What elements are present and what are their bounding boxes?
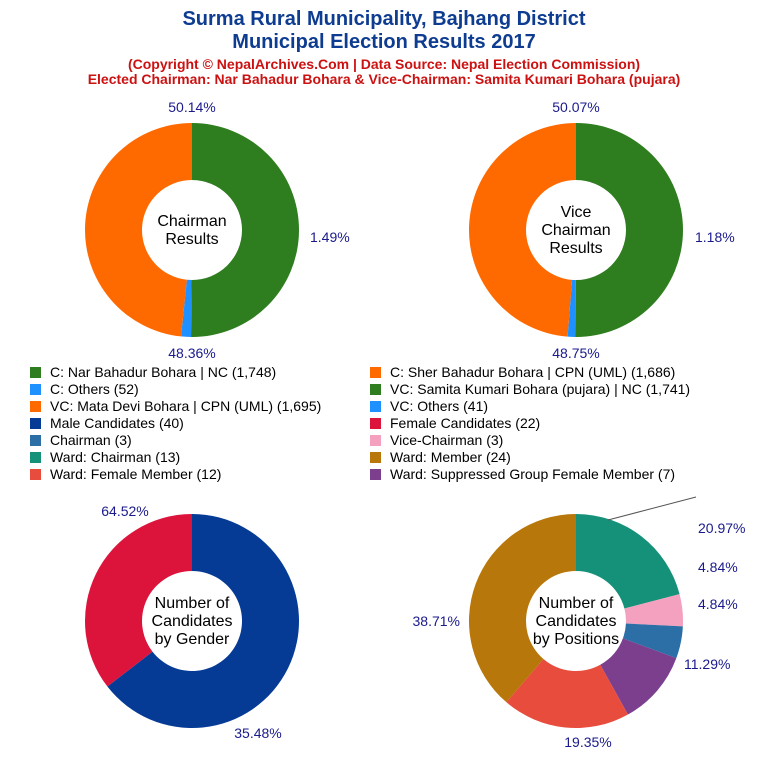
legend-swatch bbox=[370, 384, 381, 395]
slice-percent-label: 4.84% bbox=[698, 559, 738, 575]
pie-slice bbox=[622, 623, 683, 659]
legend-swatch bbox=[370, 401, 381, 412]
donut-center-label: Candidates bbox=[152, 613, 233, 630]
pie-slice bbox=[191, 123, 300, 337]
legend-swatch bbox=[370, 418, 381, 429]
legend-swatch bbox=[30, 384, 41, 395]
slice-percent-label: 50.14% bbox=[168, 99, 215, 115]
legend-swatch bbox=[30, 367, 41, 378]
legend-label: Ward: Member (24) bbox=[390, 449, 511, 465]
pie-slice bbox=[624, 594, 683, 627]
legend-swatch bbox=[370, 452, 381, 463]
copyright-source-line: (Copyright © NepalArchives.Com | Data So… bbox=[127, 56, 641, 72]
pie-slice bbox=[469, 514, 576, 703]
legend-right: C: Sher Bahadur Bohara | CPN (UML) (1,68… bbox=[370, 364, 760, 489]
slice-percent-label: 48.36% bbox=[168, 345, 215, 361]
slice-percent-label: 20.97% bbox=[698, 520, 745, 536]
pie-slice bbox=[567, 279, 576, 337]
pie-slice bbox=[107, 514, 299, 728]
slice-percent-label: 11.29% bbox=[684, 656, 730, 672]
legend-label: Vice-Chairman (3) bbox=[390, 432, 504, 448]
legend-label: Female Candidates (22) bbox=[390, 415, 541, 431]
pie-slice bbox=[576, 514, 680, 609]
legend-swatch bbox=[30, 469, 41, 480]
legend-swatch bbox=[30, 435, 41, 446]
donut-center-label: Number of bbox=[155, 595, 230, 612]
donut-center-label: Chairman bbox=[541, 222, 610, 239]
slice-percent-label: 19.35% bbox=[564, 734, 611, 750]
legend-label: C: Others (52) bbox=[50, 381, 139, 397]
label-leader-line bbox=[607, 496, 697, 521]
pie-slice bbox=[84, 123, 192, 337]
legend-label: Chairman (3) bbox=[50, 432, 132, 448]
donut-center-label: Chairman bbox=[157, 213, 226, 230]
slice-percent-label: 4.84% bbox=[698, 596, 738, 612]
chart-subtitle-year: Municipal Election Results 2017 bbox=[232, 31, 536, 53]
legend-label: C: Nar Bahadur Bohara | NC (1,748) bbox=[50, 364, 277, 380]
donut-center-label: Number of bbox=[539, 595, 614, 612]
slice-percent-label: 50.07% bbox=[552, 99, 599, 115]
pie-slice bbox=[600, 638, 677, 715]
legend-swatch bbox=[370, 435, 381, 446]
donut-center-label: by Positions bbox=[533, 631, 619, 648]
slice-percent-label: 64.52% bbox=[101, 503, 148, 519]
pie-slice bbox=[575, 123, 684, 337]
slice-percent-label: 1.49% bbox=[310, 229, 350, 245]
donut-center-label: Vice bbox=[561, 204, 592, 221]
pie-slice bbox=[469, 123, 576, 337]
legend-swatch bbox=[30, 401, 41, 412]
chart-title: Surma Rural Municipality, Bajhang Distri… bbox=[182, 8, 586, 30]
legend-label: VC: Samita Kumari Bohara (pujara) | NC (… bbox=[390, 381, 691, 397]
legend-label: Ward: Suppressed Group Female Member (7) bbox=[390, 466, 676, 482]
pie-slice bbox=[506, 658, 628, 728]
pie-slice bbox=[84, 514, 192, 687]
slice-percent-label: 1.18% bbox=[695, 229, 735, 245]
legend-swatch bbox=[30, 452, 41, 463]
legend-label: Ward: Chairman (13) bbox=[50, 449, 181, 465]
legend-label: Male Candidates (40) bbox=[50, 415, 184, 431]
slice-percent-label: 48.75% bbox=[552, 345, 599, 361]
legend-label: VC: Mata Devi Bohara | CPN (UML) (1,695) bbox=[50, 398, 322, 414]
legend-label: VC: Others (41) bbox=[390, 398, 489, 414]
slice-percent-label: 38.71% bbox=[413, 613, 460, 629]
slice-percent-label: 35.48% bbox=[234, 725, 281, 741]
donut-center-label: Candidates bbox=[536, 613, 617, 630]
legend-swatch bbox=[370, 367, 381, 378]
elected-officials-line: Elected Chairman: Nar Bahadur Bohara & V… bbox=[87, 71, 681, 87]
donut-center-label: by Gender bbox=[155, 631, 230, 648]
legend-label: Ward: Female Member (12) bbox=[50, 466, 222, 482]
legend-swatch bbox=[370, 469, 381, 480]
pie-slice bbox=[181, 279, 192, 337]
donut-chart-4: 20.97% 4.84% 4.84% 11.29% 19.35% 38.71% Number… bbox=[413, 496, 745, 750]
donut-center-label: Results bbox=[165, 231, 218, 248]
donut-center-label: Results bbox=[549, 240, 602, 257]
legend-swatch bbox=[30, 418, 41, 429]
legend-left: C: Nar Bahadur Bohara | NC (1,748) C: Oth… bbox=[30, 364, 370, 489]
legend-label: C: Sher Bahadur Bohara | CPN (UML) (1,68… bbox=[390, 364, 676, 380]
